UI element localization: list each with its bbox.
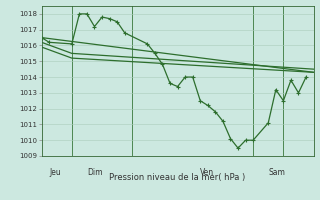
X-axis label: Pression niveau de la mer( hPa ): Pression niveau de la mer( hPa ) <box>109 173 246 182</box>
Text: Jeu: Jeu <box>49 168 61 177</box>
Text: Ven: Ven <box>200 168 214 177</box>
Text: Dim: Dim <box>87 168 102 177</box>
Text: Sam: Sam <box>268 168 285 177</box>
